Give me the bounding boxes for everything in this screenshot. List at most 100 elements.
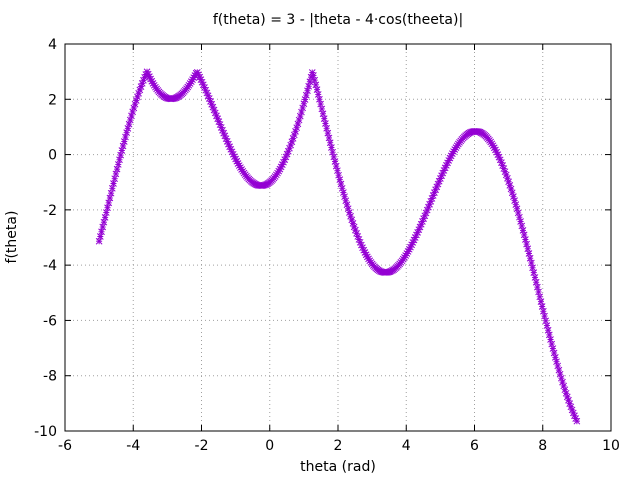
data-point xyxy=(549,345,557,352)
data-point xyxy=(120,138,128,145)
data-point xyxy=(107,189,115,197)
data-point xyxy=(337,180,345,188)
data-point xyxy=(331,158,339,165)
data-point xyxy=(341,193,348,201)
data-point xyxy=(134,93,141,101)
data-point xyxy=(298,108,305,116)
data-point xyxy=(136,86,144,94)
data-point xyxy=(547,336,554,343)
data-point xyxy=(294,120,302,128)
data-point xyxy=(513,205,521,213)
data-point xyxy=(346,209,353,216)
x-tick-label: 8 xyxy=(538,438,547,454)
data-point xyxy=(119,142,127,150)
data-point xyxy=(329,148,336,156)
x-tick-label: -4 xyxy=(126,438,140,454)
data-point xyxy=(505,178,512,186)
data-point xyxy=(318,105,326,113)
data-point xyxy=(300,100,308,108)
data-point xyxy=(123,129,131,137)
x-axis-label: theta (rad) xyxy=(300,459,376,475)
y-tick-label: -10 xyxy=(34,424,57,440)
data-point xyxy=(322,120,329,127)
data-point xyxy=(343,201,351,209)
data-point xyxy=(553,358,560,366)
x-tick-label: -6 xyxy=(58,438,72,454)
data-point xyxy=(514,209,522,217)
data-point xyxy=(296,112,304,120)
axis-ticks: -6 -4 -2 0 2 4 6 8 10 -10 -8 -6 -4 -2 0 2 4 xyxy=(34,37,620,454)
data-point xyxy=(124,125,132,132)
data-point xyxy=(110,180,117,187)
data-point xyxy=(302,91,310,99)
data-point xyxy=(229,150,237,158)
grid-lines xyxy=(65,44,611,431)
x-tick-label: 0 xyxy=(265,438,274,454)
data-point xyxy=(532,278,540,286)
data-point xyxy=(128,112,135,120)
data-point xyxy=(335,171,342,179)
data-point xyxy=(324,129,332,137)
data-point xyxy=(536,293,544,301)
data-point xyxy=(512,201,520,208)
data-point xyxy=(301,96,309,103)
data-point xyxy=(520,231,528,239)
data-point xyxy=(122,133,129,141)
data-point xyxy=(295,116,303,124)
data-point xyxy=(519,227,527,234)
x-tick-label: 2 xyxy=(334,438,343,454)
data-point xyxy=(104,204,111,212)
data-point xyxy=(550,349,558,357)
data-point xyxy=(535,288,542,296)
data-point xyxy=(100,218,108,226)
data-point xyxy=(317,100,324,108)
y-tick-label: -8 xyxy=(43,369,57,385)
data-point xyxy=(534,283,541,291)
data-point xyxy=(548,340,556,348)
data-point xyxy=(559,378,566,386)
y-tick-label: -6 xyxy=(43,313,57,329)
data-point xyxy=(522,236,529,243)
data-point xyxy=(320,115,328,122)
data-point xyxy=(529,264,536,272)
data-point xyxy=(551,354,559,361)
data-point xyxy=(544,326,552,334)
data-point xyxy=(118,147,126,154)
data-point xyxy=(556,370,564,378)
data-point xyxy=(319,110,327,118)
data-point xyxy=(557,374,565,382)
data-point xyxy=(338,184,346,192)
data-point xyxy=(305,82,313,90)
data-point xyxy=(537,298,545,305)
data-point xyxy=(323,124,330,132)
data-point xyxy=(105,199,113,207)
x-tick-label: 10 xyxy=(602,438,620,454)
y-tick-label: -2 xyxy=(43,203,57,219)
data-point xyxy=(114,161,122,168)
data-point xyxy=(299,104,307,112)
data-point xyxy=(554,362,562,370)
data-point xyxy=(340,189,347,196)
data-point xyxy=(106,194,114,202)
data-point xyxy=(330,153,338,161)
data-point xyxy=(538,303,546,310)
x-tick-label: 6 xyxy=(470,438,479,454)
data-point xyxy=(573,417,581,425)
data-point xyxy=(101,214,109,221)
y-axis-label: f(theta) xyxy=(4,211,20,264)
data-point xyxy=(518,222,526,230)
data-point xyxy=(112,170,120,178)
data-point xyxy=(99,223,107,231)
y-tick-label: 4 xyxy=(48,37,57,53)
data-point xyxy=(304,87,311,95)
data-series xyxy=(95,68,581,425)
x-tick-label: -2 xyxy=(195,438,209,454)
data-point xyxy=(516,213,523,221)
data-point xyxy=(555,366,563,374)
data-point xyxy=(96,233,104,240)
data-point xyxy=(117,151,125,159)
data-point xyxy=(204,92,212,100)
data-point xyxy=(511,197,518,204)
data-point xyxy=(530,269,538,276)
